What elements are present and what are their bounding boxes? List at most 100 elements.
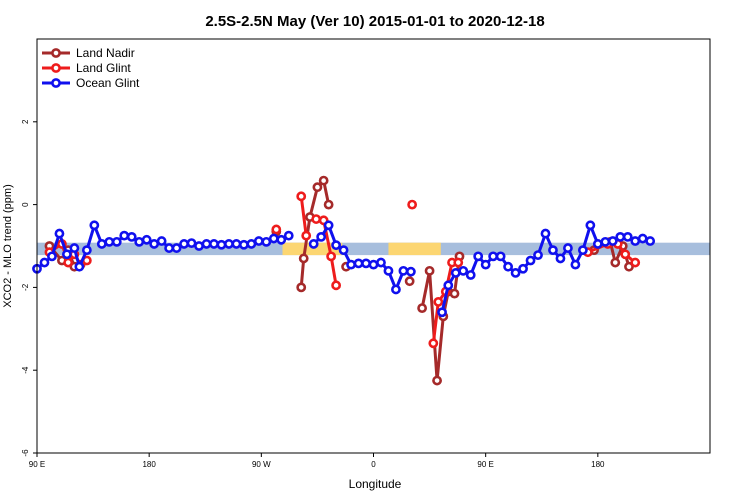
- band-1: [282, 242, 343, 256]
- series-2-point: [156, 236, 167, 246]
- series-2-point: [600, 236, 611, 247]
- series-2: [32, 220, 656, 318]
- series-0-point: [298, 253, 309, 264]
- y-axis: -6 -4 -2 0 2: [21, 119, 37, 457]
- series-2-point: [149, 239, 160, 249]
- x-axis: 90 E 180 90 W 0 90 E 180: [29, 453, 605, 469]
- series-2-point: [533, 250, 543, 261]
- x-tick-label: 180: [142, 460, 156, 469]
- series-2-point: [405, 266, 416, 277]
- series-2-point: [376, 257, 386, 268]
- series-1-point: [331, 280, 342, 291]
- series-2-point: [69, 243, 80, 253]
- series-0-point: [424, 265, 435, 276]
- series-0: [44, 175, 634, 386]
- legend-swatch-marker: [51, 78, 61, 88]
- series-2-point: [179, 239, 189, 249]
- series-1-point: [311, 214, 322, 224]
- series-2-point: [201, 239, 212, 249]
- series-2-point: [338, 245, 349, 256]
- series-2-point: [81, 245, 92, 256]
- legend-swatch-marker: [51, 63, 61, 73]
- x-axis-label: Longitude: [349, 477, 402, 491]
- legend-label: Land Nadir: [76, 46, 135, 60]
- series-2-point: [525, 255, 536, 266]
- series-2-point: [495, 251, 506, 262]
- series-1-point: [63, 257, 74, 268]
- series-2-point: [503, 261, 513, 272]
- x-tick-label: 90 E: [477, 460, 493, 469]
- series-2-point: [62, 249, 72, 260]
- series-0-point: [624, 261, 634, 272]
- series-0-point: [296, 282, 307, 293]
- legend-item-0: Land Nadir: [42, 46, 135, 60]
- series-2-point: [96, 239, 107, 249]
- series-2-point: [637, 233, 648, 244]
- series-2-point: [331, 240, 342, 251]
- series-2-point: [577, 245, 588, 256]
- series-2-point: [47, 251, 57, 262]
- series-2-point: [398, 265, 409, 276]
- band-2: [388, 242, 441, 256]
- series-2-point: [585, 220, 596, 231]
- series-2-point: [104, 236, 115, 247]
- chart-title: 2.5S-2.5N May (Ver 10) 2015-01-01 to 202…: [205, 13, 544, 30]
- series-0-point: [432, 375, 442, 386]
- series-2-point: [276, 234, 287, 245]
- y-tick-label: -4: [21, 366, 30, 374]
- series-2-point: [592, 239, 603, 249]
- series-2-point: [563, 243, 573, 253]
- y-tick-label: 2: [21, 119, 30, 124]
- series-0-point: [312, 182, 323, 193]
- y-axis-label: XCO2 - MLO trend (ppm): [2, 184, 14, 307]
- series-2-point: [458, 265, 469, 276]
- series-2-point: [361, 258, 371, 269]
- y-tick-label: 0: [21, 202, 30, 207]
- series-2-point: [111, 236, 122, 247]
- series-2-point: [253, 236, 264, 246]
- series-2-point: [383, 265, 394, 276]
- series-2-point: [540, 228, 551, 239]
- series-2-point: [134, 236, 145, 247]
- series-2-point: [480, 259, 491, 270]
- series-2-point: [548, 245, 558, 256]
- x-tick-label: 0: [371, 460, 376, 469]
- series-2-point: [323, 220, 334, 231]
- series-2-point: [224, 239, 234, 249]
- series-2-point: [261, 236, 272, 247]
- series-2-point: [39, 257, 50, 268]
- series-1-point: [620, 249, 631, 260]
- x-tick-label: 90 W: [252, 460, 271, 469]
- series-2-point: [645, 236, 656, 246]
- series-1-point: [433, 296, 444, 307]
- x-tick-label: 90 E: [29, 460, 45, 469]
- series-2-point: [316, 231, 327, 242]
- series-2-point: [450, 268, 461, 278]
- series-1-point: [453, 257, 464, 268]
- series-1-point: [296, 191, 307, 202]
- series-2-point: [74, 261, 85, 272]
- series-0-point: [417, 303, 428, 313]
- series-2-point: [89, 220, 100, 231]
- legend-item-1: Land Glint: [42, 61, 131, 75]
- series-2-point: [126, 231, 137, 242]
- series-2-point: [622, 231, 633, 242]
- series-2-point: [54, 228, 65, 239]
- y-tick-label: -6: [21, 449, 30, 457]
- series-2-point: [570, 259, 581, 270]
- series-2-point: [209, 239, 219, 249]
- series-2-point: [615, 231, 626, 242]
- series-1-point: [326, 251, 337, 262]
- x-tick-label: 180: [591, 460, 605, 469]
- series-1-point: [301, 230, 312, 241]
- series-0-point: [323, 199, 334, 210]
- series-0-point: [404, 276, 415, 287]
- series-2-point: [488, 251, 499, 262]
- series-2-point: [368, 259, 379, 270]
- series-2-point: [607, 236, 618, 246]
- series-1-line-2: [299, 196, 308, 236]
- legend-swatch-marker: [51, 48, 61, 58]
- series-1-point: [271, 224, 282, 235]
- series-2-point: [194, 241, 204, 251]
